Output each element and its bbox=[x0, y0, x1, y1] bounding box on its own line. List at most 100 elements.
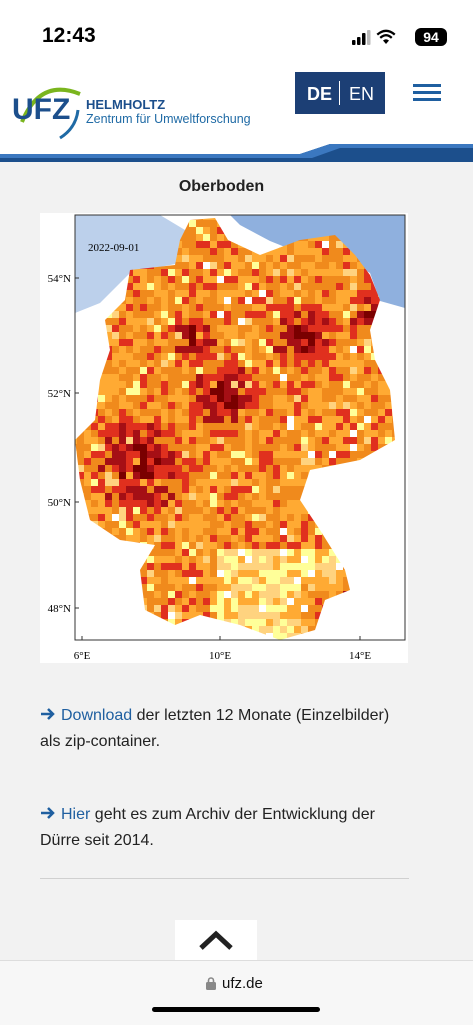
map-cell bbox=[133, 395, 140, 402]
map-cell bbox=[231, 241, 238, 248]
map-cell bbox=[315, 605, 322, 612]
map-cell bbox=[175, 521, 182, 528]
map-cell bbox=[196, 535, 203, 542]
map-cell bbox=[210, 500, 217, 507]
map-cell bbox=[217, 542, 224, 549]
map-cell bbox=[238, 276, 245, 283]
map-cell bbox=[140, 297, 147, 304]
map-cell bbox=[140, 332, 147, 339]
map-cell bbox=[140, 437, 147, 444]
map-cell bbox=[210, 514, 217, 521]
map-cell bbox=[315, 570, 322, 577]
map-cell bbox=[182, 605, 189, 612]
map-cell bbox=[105, 465, 112, 472]
map-cell bbox=[210, 493, 217, 500]
map-cell bbox=[98, 430, 105, 437]
map-cell bbox=[98, 416, 105, 423]
map-cell bbox=[252, 535, 259, 542]
map-cell bbox=[343, 395, 350, 402]
lang-option[interactable]: EN bbox=[349, 84, 375, 104]
map-cell bbox=[364, 374, 371, 381]
map-cell bbox=[133, 409, 140, 416]
map-cell bbox=[112, 451, 119, 458]
map-cell bbox=[322, 346, 329, 353]
map-cell bbox=[350, 416, 357, 423]
map-cell bbox=[371, 311, 378, 318]
map-cell bbox=[280, 304, 287, 311]
map-cell bbox=[308, 409, 315, 416]
map-cell bbox=[273, 353, 280, 360]
map-cell bbox=[231, 297, 238, 304]
map-cell bbox=[147, 374, 154, 381]
map-cell bbox=[287, 535, 294, 542]
map-cell bbox=[343, 409, 350, 416]
download-link[interactable]: Download bbox=[61, 707, 133, 724]
map-cell bbox=[301, 346, 308, 353]
archive-link[interactable]: Hier bbox=[61, 806, 91, 823]
map-cell bbox=[189, 227, 196, 234]
map-cell bbox=[161, 318, 168, 325]
map-cell bbox=[357, 451, 364, 458]
map-cell bbox=[168, 619, 175, 626]
map-cell bbox=[329, 381, 336, 388]
map-cell bbox=[217, 514, 224, 521]
map-cell bbox=[105, 458, 112, 465]
map-cell bbox=[315, 535, 322, 542]
map-cell bbox=[259, 381, 266, 388]
map-cell bbox=[329, 360, 336, 367]
map-cell bbox=[252, 542, 259, 549]
map-cell bbox=[112, 402, 119, 409]
map-cell bbox=[287, 465, 294, 472]
map-cell bbox=[126, 395, 133, 402]
map-cell bbox=[308, 339, 315, 346]
map-cell bbox=[147, 423, 154, 430]
map-cell bbox=[126, 402, 133, 409]
map-cell bbox=[266, 535, 273, 542]
map-cell bbox=[350, 381, 357, 388]
map-cell bbox=[266, 465, 273, 472]
map-cell bbox=[252, 297, 259, 304]
map-cell bbox=[238, 255, 245, 262]
map-cell bbox=[217, 577, 224, 584]
map-cell bbox=[189, 458, 196, 465]
map-cell bbox=[175, 584, 182, 591]
map-cell bbox=[133, 416, 140, 423]
map-cell bbox=[266, 437, 273, 444]
map-cell bbox=[287, 367, 294, 374]
map-cell bbox=[329, 444, 336, 451]
map-cell bbox=[112, 479, 119, 486]
map-cell bbox=[357, 388, 364, 395]
scroll-top-button[interactable] bbox=[175, 920, 257, 962]
map-cell bbox=[147, 276, 154, 283]
map-cell bbox=[210, 486, 217, 493]
map-cell bbox=[308, 381, 315, 388]
map-cell bbox=[126, 388, 133, 395]
map-cell bbox=[175, 465, 182, 472]
map-cell bbox=[343, 297, 350, 304]
logo[interactable]: UFZ bbox=[12, 93, 71, 126]
map-cell bbox=[175, 360, 182, 367]
map-cell bbox=[238, 549, 245, 556]
url[interactable]: ufz.de bbox=[222, 975, 263, 992]
map-cell bbox=[154, 472, 161, 479]
map-cell bbox=[189, 353, 196, 360]
map-cell bbox=[91, 430, 98, 437]
map-cell bbox=[175, 402, 182, 409]
archive-paragraph: Hier geht es zum Archiv der Entwicklung … bbox=[40, 802, 400, 854]
map-cell bbox=[133, 276, 140, 283]
map-cell bbox=[385, 409, 392, 416]
map-cell bbox=[203, 570, 210, 577]
map-cell bbox=[189, 283, 196, 290]
map-cell bbox=[224, 332, 231, 339]
map-cell bbox=[350, 318, 357, 325]
map-cell bbox=[154, 514, 161, 521]
map-cell bbox=[217, 507, 224, 514]
map-cell bbox=[154, 458, 161, 465]
map-cell bbox=[91, 479, 98, 486]
lang-active[interactable]: DE bbox=[307, 84, 333, 104]
map-cell bbox=[238, 542, 245, 549]
map-cell bbox=[287, 584, 294, 591]
map-cell bbox=[294, 248, 301, 255]
map-cell bbox=[210, 374, 217, 381]
map-cell bbox=[182, 297, 189, 304]
